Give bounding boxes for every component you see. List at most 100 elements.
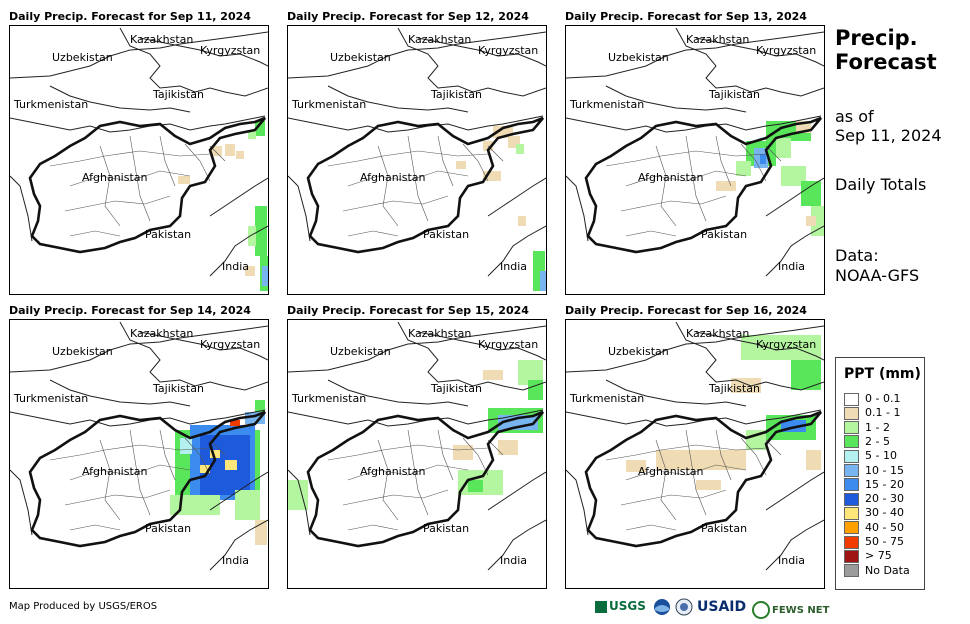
label-pakistan: Pakistan (701, 522, 748, 535)
seal-icon (675, 598, 693, 616)
legend-label: 1 - 2 (865, 420, 890, 434)
fewsnet-logo: FEWS NET (752, 601, 829, 619)
legend-swatch (844, 392, 859, 406)
data-label: Data: (835, 246, 879, 265)
label-turkmenistan: Turkmenistan (570, 98, 645, 111)
label-kazakhstan: Kazakhstan (130, 33, 194, 46)
legend-swatch (844, 464, 859, 477)
base-map (288, 320, 546, 572)
legend-item: 15 - 20 (844, 477, 904, 492)
label-kyrgyzstan: Kyrgyzstan (200, 338, 261, 351)
label-india: India (500, 554, 527, 567)
legend-item: 2 - 5 (844, 435, 890, 449)
legend-label: > 75 (865, 549, 892, 563)
base-map (566, 26, 824, 278)
base-map (10, 26, 268, 278)
panel-title: Daily Precip. Forecast for Sep 16, 2024 (565, 304, 807, 317)
label-uzbekistan: Uzbekistan (608, 51, 669, 64)
label-afghanistan: Afghanistan (82, 171, 148, 184)
forecast-map: Kazakhstan Kyrgyzstan Uzbekistan Tajikis… (287, 319, 547, 589)
legend-title: PPT (mm) (844, 366, 921, 382)
legend-item: 0 - 0.1 (844, 392, 901, 406)
label-kyrgyzstan: Kyrgyzstan (478, 338, 539, 351)
base-map (10, 320, 268, 572)
legend-swatch (844, 421, 859, 435)
precip-layer (456, 126, 546, 291)
label-kyrgyzstan: Kyrgyzstan (756, 44, 817, 57)
legend-swatch (844, 549, 859, 563)
legend-label: 0 - 0.1 (865, 392, 901, 405)
label-kazakhstan: Kazakhstan (408, 33, 472, 46)
nasa-seal-logo (675, 598, 693, 619)
forecast-map: Kazakhstan Kyrgyzstan Uzbekistan Tajikis… (9, 319, 269, 589)
as-of-date: Sep 11, 2024 (835, 126, 942, 145)
noaa-logo (653, 598, 671, 619)
label-tajikistan: Tajikistan (431, 88, 482, 101)
legend-item: No Data (844, 564, 910, 578)
base-map (288, 26, 546, 278)
label-uzbekistan: Uzbekistan (52, 51, 113, 64)
daily-totals-label: Daily Totals (835, 175, 927, 194)
map-title-line2: Forecast (835, 50, 937, 74)
legend-label: 0.1 - 1 (865, 406, 901, 420)
label-uzbekistan: Uzbekistan (52, 345, 113, 358)
usaid-logo: USAID (697, 599, 747, 615)
label-india: India (778, 260, 805, 273)
label-tajikistan: Tajikistan (709, 88, 760, 101)
label-india: India (222, 554, 249, 567)
legend-item: 10 - 15 (844, 464, 904, 477)
base-map (566, 320, 824, 572)
label-pakistan: Pakistan (145, 522, 192, 535)
legend-label: 30 - 40 (865, 506, 904, 520)
forecast-map: Kazakhstan Kyrgyzstan Uzbekistan Tajikis… (565, 25, 825, 295)
legend-swatch (844, 478, 859, 492)
legend-swatch (844, 492, 859, 506)
label-kyrgyzstan: Kyrgyzstan (756, 338, 817, 351)
label-turkmenistan: Turkmenistan (570, 392, 645, 405)
panel-title: Daily Precip. Forecast for Sep 13, 2024 (565, 10, 807, 23)
legend-label: 15 - 20 (865, 477, 904, 491)
label-tajikistan: Tajikistan (153, 88, 204, 101)
label-turkmenistan: Turkmenistan (14, 98, 89, 111)
data-source: NOAA-GFS (835, 266, 920, 285)
legend-swatch (844, 506, 859, 520)
label-uzbekistan: Uzbekistan (608, 345, 669, 358)
panel-title: Daily Precip. Forecast for Sep 12, 2024 (287, 10, 529, 23)
forecast-map: Kazakhstan Kyrgyzstan Uzbekistan Tajikis… (565, 319, 825, 589)
legend-swatch (844, 521, 859, 535)
legend-item: 40 - 50 (844, 521, 904, 535)
label-kazakhstan: Kazakhstan (686, 33, 750, 46)
panel-title: Daily Precip. Forecast for Sep 11, 2024 (9, 10, 251, 23)
precip-layer (288, 360, 543, 510)
noaa-emblem-icon (654, 599, 670, 615)
legend-item: > 75 (844, 549, 892, 563)
label-afghanistan: Afghanistan (638, 171, 704, 184)
label-pakistan: Pakistan (145, 228, 192, 241)
legend-swatch (844, 535, 859, 549)
legend-item: 1 - 2 (844, 420, 890, 435)
precip-layer (178, 121, 268, 291)
legend-item: 30 - 40 (844, 506, 904, 520)
label-uzbekistan: Uzbekistan (330, 345, 391, 358)
label-pakistan: Pakistan (423, 522, 470, 535)
label-pakistan: Pakistan (701, 228, 748, 241)
legend-swatch (844, 435, 859, 449)
label-pakistan: Pakistan (423, 228, 470, 241)
legend-item: 20 - 30 (844, 492, 904, 506)
as-of-label: as of (835, 107, 874, 126)
legend-swatch (844, 406, 859, 420)
panel-title: Daily Precip. Forecast for Sep 15, 2024 (287, 304, 529, 317)
panel-title: Daily Precip. Forecast for Sep 14, 2024 (9, 304, 251, 317)
legend-label: 20 - 30 (865, 492, 904, 506)
legend-item: 5 - 10 (844, 449, 897, 463)
usgs-emblem-icon (595, 600, 607, 613)
label-india: India (500, 260, 527, 273)
legend-item: 50 - 75 (844, 535, 904, 549)
forecast-map: Kazakhstan Kyrgyzstan Uzbekistan Tajikis… (287, 25, 547, 295)
label-kyrgyzstan: Kyrgyzstan (200, 44, 261, 57)
label-turkmenistan: Turkmenistan (292, 98, 367, 111)
label-turkmenistan: Turkmenistan (14, 392, 89, 405)
label-tajikistan: Tajikistan (709, 382, 760, 395)
label-kazakhstan: Kazakhstan (130, 327, 194, 340)
